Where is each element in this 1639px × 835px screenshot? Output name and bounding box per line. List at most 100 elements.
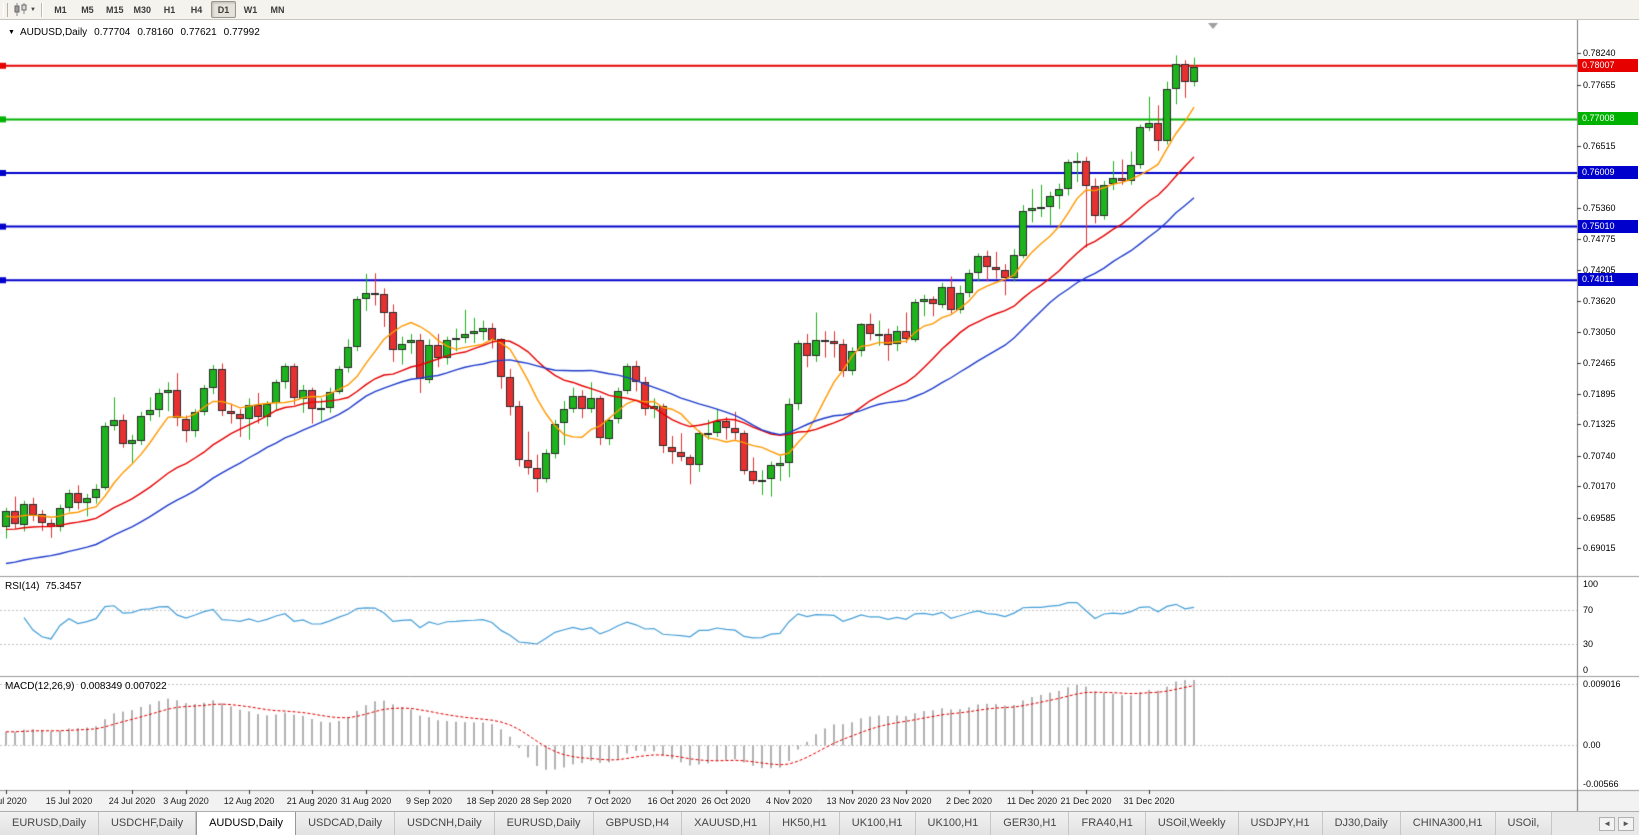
price-tick-label: 0.77655 xyxy=(1583,80,1616,90)
chart-tab-ger30-h1[interactable]: GER30,H1 xyxy=(991,812,1070,835)
chart-tab-fra40-h1[interactable]: FRA40,H1 xyxy=(1069,812,1146,835)
price-tick-label: 0.69015 xyxy=(1583,543,1616,553)
macd-level-label: -0.00566 xyxy=(1583,779,1619,789)
chart-tab-audusd-daily[interactable]: AUDUSD,Daily xyxy=(196,812,297,835)
chart-tab-usoil-[interactable]: USOil, xyxy=(1495,812,1553,835)
rsi-name: RSI(14) xyxy=(5,581,40,592)
date-label: 31 Dec 2020 xyxy=(1123,796,1175,806)
date-label: 6 Jul 2020 xyxy=(0,796,27,806)
chart-tab-xauusd-h1[interactable]: XAUUSD,H1 xyxy=(682,812,771,835)
price-tick-label: 0.70740 xyxy=(1583,451,1616,461)
date-label: 4 Nov 2020 xyxy=(765,796,813,806)
date-label: 15 Jul 2020 xyxy=(45,796,93,806)
timeframe-button-M30[interactable]: M30 xyxy=(129,1,155,18)
toolbar-separator xyxy=(40,2,42,17)
price-tick-label: 0.72465 xyxy=(1583,358,1616,368)
chart-tab-usdjpy-h1[interactable]: USDJPY,H1 xyxy=(1238,812,1323,835)
rsi-level-label: 70 xyxy=(1583,605,1594,615)
chart-type-icon[interactable] xyxy=(12,3,29,16)
date-label: 9 Sep 2020 xyxy=(405,796,453,806)
chart-tab-usoil-weekly[interactable]: USOil,Weekly xyxy=(1145,812,1239,835)
price-line-badge: 0.74011 xyxy=(1578,273,1638,286)
rsi-value: 75.3457 xyxy=(45,581,82,592)
price-tick-label: 0.78240 xyxy=(1583,48,1616,58)
chart-tab-eurusd-daily[interactable]: EURUSD,Daily xyxy=(494,812,594,835)
date-label: 21 Dec 2020 xyxy=(1060,796,1112,806)
ohlc-high: 0.78160 xyxy=(137,27,174,38)
chart-tab-usdcad-daily[interactable]: USDCAD,Daily xyxy=(296,812,396,835)
tabs-scroll-right-icon[interactable]: ► xyxy=(1618,816,1634,831)
chart-tab-eurusd-daily[interactable]: EURUSD,Daily xyxy=(0,812,99,835)
timeframe-button-MN[interactable]: MN xyxy=(265,1,290,18)
macd-value: 0.008349 0.007022 xyxy=(80,681,167,692)
price-line-badge: 0.77008 xyxy=(1578,112,1638,125)
symbol-label: AUDUSD,Daily xyxy=(19,27,88,38)
date-label: 28 Sep 2020 xyxy=(520,796,572,806)
chart-tabs-bar: EURUSD,Daily USDCHF,Daily AUDUSD,Daily USDC… xyxy=(0,811,1639,835)
price-tick-label: 0.73620 xyxy=(1583,296,1616,306)
chart-tab-gbpusd-h4[interactable]: GBPUSD,H4 xyxy=(593,812,683,835)
price-line-badge: 0.76009 xyxy=(1578,166,1638,179)
date-label: 24 Jul 2020 xyxy=(108,796,156,806)
date-label: 26 Oct 2020 xyxy=(701,796,751,806)
price-tick-label: 0.69585 xyxy=(1583,513,1616,523)
timeframe-button-M5[interactable]: M5 xyxy=(75,1,100,18)
date-label: 13 Nov 2020 xyxy=(826,796,878,806)
ohlc-close: 0.77992 xyxy=(223,27,260,38)
chart-header: ▼ AUDUSD,Daily 0.77704 0.78160 0.77621 0… xyxy=(8,27,260,38)
chart-tab-uk100-h1[interactable]: UK100,H1 xyxy=(915,812,992,835)
price-tick-label: 0.74775 xyxy=(1583,234,1616,244)
date-label: 2 Dec 2020 xyxy=(945,796,993,806)
macd-name: MACD(12,26,9) xyxy=(5,681,75,692)
tabs-scroll-arrows: ◄ ► xyxy=(1594,812,1639,835)
date-label: 23 Nov 2020 xyxy=(880,796,932,806)
timeframe-button-H4[interactable]: H4 xyxy=(184,1,209,18)
rsi-level-label: 0 xyxy=(1583,665,1589,675)
dropdown-caret-icon[interactable]: ▼ xyxy=(30,6,36,13)
chart-tab-usdcnh-daily[interactable]: USDCNH,Daily xyxy=(395,812,495,835)
toolbar-grip[interactable] xyxy=(3,2,8,17)
timeframe-button-M15[interactable]: M15 xyxy=(102,1,128,18)
chart-tab-china300-h1[interactable]: CHINA300,H1 xyxy=(1400,812,1496,835)
date-label: 3 Aug 2020 xyxy=(163,796,209,806)
chart-tab-usdchf-daily[interactable]: USDCHF,Daily xyxy=(98,812,197,835)
rsi-header: RSI(14) 75.3457 xyxy=(5,581,82,592)
price-tick-label: 0.71325 xyxy=(1583,419,1616,429)
chart-tab-uk100-h1[interactable]: UK100,H1 xyxy=(839,812,916,835)
rsi-level-label: 30 xyxy=(1583,639,1594,649)
date-label: 31 Aug 2020 xyxy=(340,796,392,806)
date-label: 16 Oct 2020 xyxy=(647,796,697,806)
price-tick-label: 0.70170 xyxy=(1583,481,1616,491)
price-tick-label: 0.74205 xyxy=(1583,265,1616,275)
chart-area: ▼ AUDUSD,Daily 0.77704 0.78160 0.77621 0… xyxy=(0,20,1639,811)
timeframe-button-D1[interactable]: D1 xyxy=(210,1,236,18)
rsi-level-label: 100 xyxy=(1583,579,1599,589)
macd-level-label: 0.00 xyxy=(1583,740,1601,750)
price-tick-label: 0.71895 xyxy=(1583,389,1616,399)
macd-level-label: 0.009016 xyxy=(1583,679,1621,689)
price-line-badge: 0.75010 xyxy=(1578,220,1638,233)
date-label: 21 Aug 2020 xyxy=(286,796,338,806)
macd-header: MACD(12,26,9) 0.008349 0.007022 xyxy=(5,681,167,692)
date-label: 12 Aug 2020 xyxy=(223,796,275,806)
tabs-scroll-left-icon[interactable]: ◄ xyxy=(1599,816,1616,831)
chart-tabs: EURUSD,Daily USDCHF,Daily AUDUSD,Daily USDC… xyxy=(0,812,1594,835)
date-label: 11 Dec 2020 xyxy=(1006,796,1058,806)
chart-canvas[interactable] xyxy=(0,20,1639,811)
timeframe-button-M1[interactable]: M1 xyxy=(48,1,73,18)
collapse-caret-icon[interactable]: ▼ xyxy=(8,29,15,36)
chart-tab-hk50-h1[interactable]: HK50,H1 xyxy=(770,812,840,835)
timeframe-toolbar: ▼ M1 M5 M15 M30 H1 H4 D1 W1 MN xyxy=(0,0,1639,20)
timeframe-buttons: M1 M5 M15 M30 H1 H4 D1 W1 MN xyxy=(47,1,291,18)
date-label: 18 Sep 2020 xyxy=(466,796,518,806)
ohlc-low: 0.77621 xyxy=(180,27,217,38)
price-line-badge: 0.78007 xyxy=(1578,59,1638,72)
timeframe-button-W1[interactable]: W1 xyxy=(238,1,263,18)
timeframe-button-H1[interactable]: H1 xyxy=(157,1,182,18)
ohlc-open: 0.77704 xyxy=(94,27,131,38)
date-label: 7 Oct 2020 xyxy=(586,796,632,806)
price-tick-label: 0.75360 xyxy=(1583,203,1616,213)
price-tick-label: 0.76515 xyxy=(1583,141,1616,151)
chart-tab-dj30-daily[interactable]: DJ30,Daily xyxy=(1322,812,1401,835)
